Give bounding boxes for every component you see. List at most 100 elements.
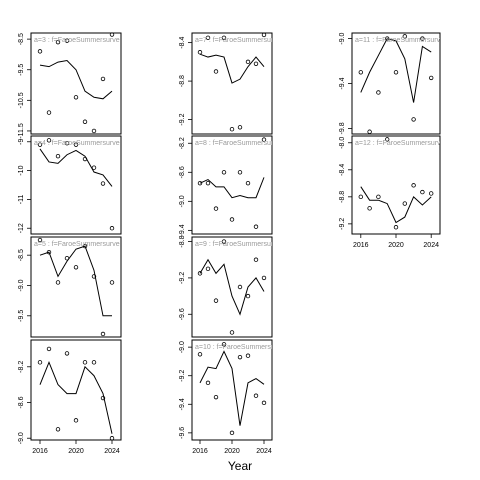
panel-label: a=11 : f=FaroeSummersurve — [355, 37, 444, 44]
data-point — [82, 156, 88, 162]
data-point — [37, 360, 43, 365]
data-point — [245, 180, 251, 186]
y-tick-label: -8.4 — [179, 36, 186, 48]
panel-frame — [191, 32, 273, 135]
data-point — [197, 271, 203, 276]
data-point — [221, 342, 227, 347]
data-point — [64, 351, 70, 356]
y-tick-label: -8.5 — [18, 33, 25, 45]
data-point — [205, 180, 211, 186]
data-point — [109, 280, 115, 285]
y-tick-label: -11 — [18, 195, 25, 205]
y-tick-label: -9.4 — [339, 77, 346, 89]
data-point — [221, 239, 227, 244]
data-point — [73, 418, 79, 423]
panel-a8: -8.2 -8.6 -9.0 -9.4 a=8 : f=FaroeSummersurve — [179, 135, 273, 236]
panel-a4: -9 -10 -11 -12 a=4 : f=FaroeSummersurve — [18, 135, 122, 235]
data-point — [393, 70, 399, 75]
data-point — [109, 226, 115, 231]
data-point — [205, 266, 211, 272]
data-point — [229, 217, 235, 222]
x-tick-label: 2020 — [224, 448, 240, 455]
data-point — [376, 194, 381, 200]
data-point — [55, 153, 61, 159]
data-point — [205, 380, 211, 386]
data-point — [261, 400, 267, 406]
data-point — [73, 142, 79, 147]
data-point — [420, 36, 425, 41]
y-tick-label: -9.8 — [339, 122, 346, 134]
y-tick-label: -9.4 — [179, 398, 186, 410]
data-point — [73, 265, 79, 270]
data-point — [64, 141, 70, 146]
fit-line — [39, 148, 113, 187]
y-tick-label: -9.0 — [339, 32, 346, 44]
data-point — [253, 257, 259, 262]
data-point — [367, 206, 372, 211]
y-tick-label: -8.4 — [339, 164, 346, 176]
y-tick-label: -9.2 — [339, 218, 346, 230]
data-point — [411, 117, 416, 122]
data-point — [213, 206, 219, 211]
y-tick-label: -8.2 — [18, 361, 25, 373]
data-point — [261, 32, 267, 38]
y-tick-label: -9.0 — [18, 432, 25, 444]
data-point — [82, 119, 88, 124]
data-point — [429, 191, 434, 196]
panel-label: a=4 : f=FaroeSummersurve — [34, 140, 120, 147]
panel-label: a=5 : f=FaroeSummersurve — [34, 241, 120, 248]
data-point — [245, 59, 251, 65]
y-tick-label: -10 — [18, 165, 25, 175]
data-point — [253, 224, 259, 229]
data-point — [197, 50, 203, 55]
y-tick-label: -8.0 — [339, 137, 346, 149]
panel-label: a=10 : f=FaroeSummersurve — [195, 344, 285, 351]
data-point — [367, 129, 372, 134]
data-point — [205, 35, 211, 41]
panel-a7: -8.4 -8.8 -9.2 a=7 : f=FaroeSummersurve — [179, 32, 273, 135]
fit-line — [199, 258, 265, 316]
data-point — [237, 125, 243, 130]
data-point — [237, 170, 243, 175]
data-point — [73, 95, 79, 100]
panel-a12: -8.0 -8.4 -8.8 -9.2 2016 2020 2024 a=12 : f=Far… — [339, 135, 441, 249]
data-point — [237, 354, 243, 360]
panel-frame — [30, 339, 122, 441]
x-tick-label: 2024 — [104, 448, 120, 455]
data-point — [229, 430, 235, 436]
data-point — [229, 330, 235, 335]
x-tick-label: 2016 — [32, 448, 48, 455]
data-point — [420, 189, 425, 195]
fit-line — [199, 53, 265, 84]
panel-label: a=9 : f=FaroeSummersurve — [195, 241, 281, 248]
y-tick-label: -9.2 — [179, 370, 186, 382]
panel-frame — [191, 339, 273, 441]
data-point — [46, 110, 52, 115]
data-point — [100, 76, 106, 82]
y-tick-label: -9.0 — [18, 279, 25, 291]
x-tick-label: 2016 — [353, 242, 369, 249]
fit-line — [360, 186, 432, 224]
data-point — [55, 280, 61, 285]
y-tick-label: -9.2 — [179, 272, 186, 284]
fit-line — [39, 245, 112, 317]
data-point — [229, 126, 235, 132]
fit-line — [39, 360, 113, 434]
panel-a11: -9.0 -9.4 -9.8 a=11 : f=FaroeSummersurve — [339, 32, 444, 135]
data-point — [100, 181, 106, 186]
panel-frame — [351, 135, 441, 235]
data-point — [245, 353, 251, 358]
data-point — [46, 138, 52, 143]
y-tick-label: -9.4 — [179, 224, 186, 236]
data-point — [37, 49, 43, 54]
panel-a9: -8.8 -9.2 -9.6 a=9 : f=FaroeSummersurve — [179, 235, 281, 338]
y-tick-label: -9 — [18, 139, 25, 145]
y-tick-label: -12 — [18, 223, 25, 233]
fit-line — [39, 60, 113, 100]
y-tick-label: -8.2 — [179, 137, 186, 149]
y-tick-label: -9.2 — [179, 113, 186, 125]
data-point — [91, 360, 97, 365]
y-tick-label: -8.6 — [179, 166, 186, 178]
panel-frame — [191, 236, 273, 338]
